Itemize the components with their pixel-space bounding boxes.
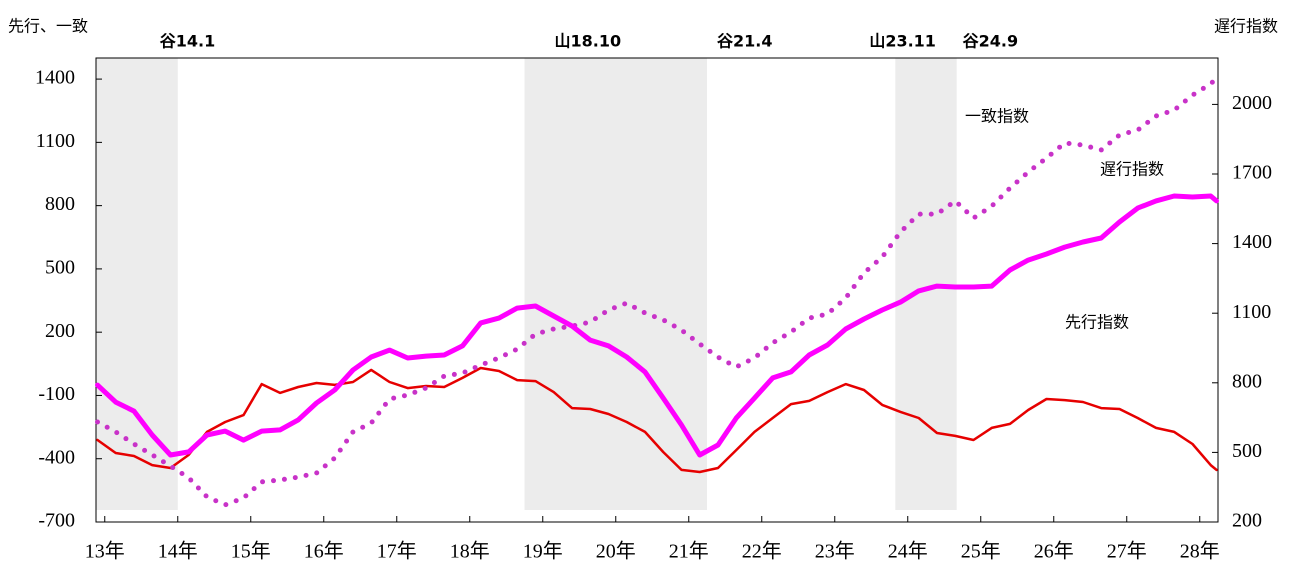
shaded-period bbox=[895, 58, 957, 510]
y-axis-title: 先行、一致 bbox=[8, 17, 88, 36]
y-tick-label: 1400 bbox=[35, 67, 75, 89]
phase-label: 谷21.4 bbox=[717, 32, 772, 51]
y2-tick-label: 500 bbox=[1232, 440, 1262, 462]
x-tick-label: 24年 bbox=[888, 540, 928, 563]
y2-axis-title: 遅行指数 bbox=[1214, 17, 1278, 36]
phase-label: 谷24.9 bbox=[963, 32, 1018, 51]
y-tick-label: 800 bbox=[45, 193, 75, 215]
x-tick-label: 28年 bbox=[1180, 540, 1220, 563]
y-tick-label: -100 bbox=[38, 383, 75, 405]
y-tick-label: -700 bbox=[38, 510, 75, 532]
y-tick-label: -400 bbox=[38, 446, 75, 468]
y2-tick-label: 1700 bbox=[1232, 162, 1272, 184]
x-tick-label: 19年 bbox=[523, 540, 563, 563]
series-line bbox=[95, 75, 1219, 508]
x-tick-label: 27年 bbox=[1107, 540, 1147, 563]
x-tick-label: 17年 bbox=[377, 540, 417, 563]
x-tick-label: 22年 bbox=[742, 540, 782, 563]
x-tick-label: 15年 bbox=[231, 540, 271, 563]
shaded-period bbox=[96, 58, 178, 510]
y-tick-label: 500 bbox=[45, 257, 75, 279]
x-tick-label: 14年 bbox=[158, 540, 198, 563]
plot-frame bbox=[95, 57, 1219, 523]
series-line bbox=[96, 366, 1218, 474]
shaded-period bbox=[524, 58, 708, 510]
x-tick-label: 23年 bbox=[815, 540, 855, 563]
x-tick-label: 26年 bbox=[1034, 540, 1074, 563]
phase-label: 山23.11 bbox=[869, 32, 936, 51]
y2-tick-label: 1100 bbox=[1232, 301, 1271, 323]
series-label: 一致指数 bbox=[965, 107, 1029, 126]
x-tick-label: 21年 bbox=[669, 540, 709, 563]
y2-tick-label: 800 bbox=[1232, 370, 1262, 392]
phase-label: 山18.10 bbox=[555, 32, 622, 51]
y2-tick-label: 1400 bbox=[1232, 231, 1272, 253]
x-tick-label: 20年 bbox=[596, 540, 636, 563]
x-tick-label: 13年 bbox=[85, 540, 125, 563]
y2-tick-label: 200 bbox=[1232, 510, 1262, 532]
series-label: 遅行指数 bbox=[1100, 160, 1164, 179]
series-line bbox=[95, 193, 1219, 458]
series-label: 先行指数 bbox=[1065, 313, 1129, 332]
y2-tick-label: 2000 bbox=[1232, 92, 1272, 114]
y-tick-label: 200 bbox=[45, 320, 75, 342]
x-tick-label: 16年 bbox=[304, 540, 344, 563]
x-tick-label: 18年 bbox=[450, 540, 490, 563]
x-tick-label: 25年 bbox=[961, 540, 1001, 563]
y-tick-label: 1100 bbox=[36, 130, 75, 152]
phase-label: 谷14.1 bbox=[160, 32, 215, 51]
